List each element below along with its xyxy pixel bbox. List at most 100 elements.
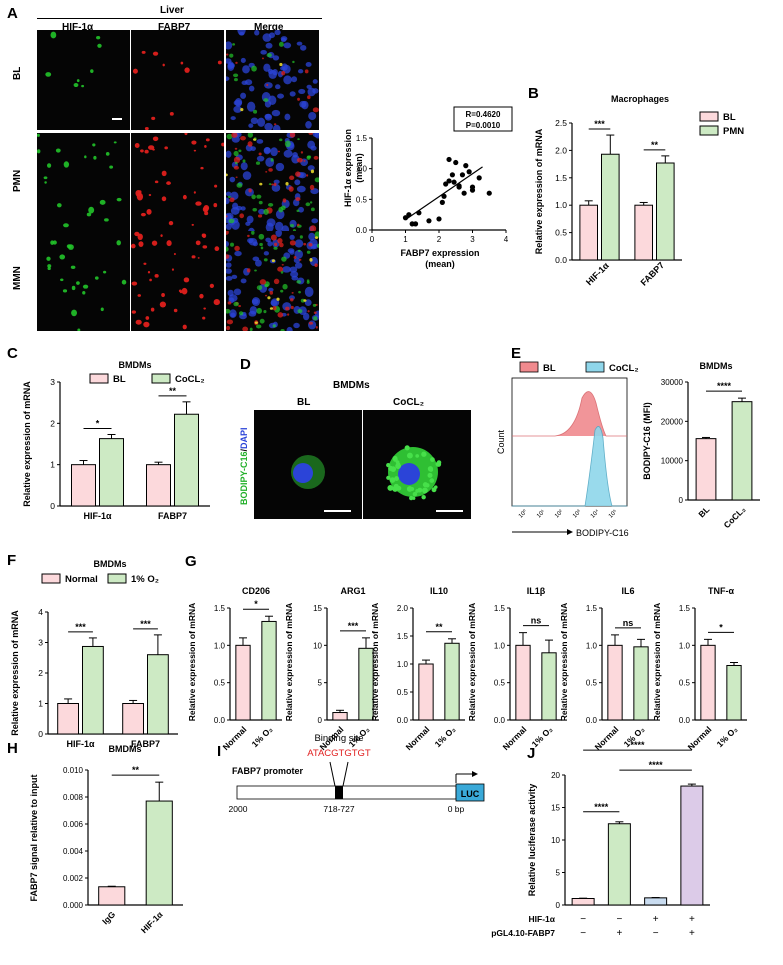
scatter-xlabel-1: FABP7 expression [400,248,479,258]
g5-title: TNF-α [708,586,734,596]
c-bar-BL-0 [71,464,96,507]
f-ytick-label-4: 4 [38,607,43,617]
f-ylabel: Relative expression of mRNA [10,610,20,736]
d-image-cocl2 [363,410,471,519]
scatter-ytick-label-3: 1.5 [356,134,368,143]
g3-bar-0 [515,644,531,721]
micrograph-pmn-merge [226,133,319,233]
b-bar-PMN-0 [601,153,620,261]
b-legend-swatch-1 [699,125,719,136]
panel-letter-f: F [7,552,17,569]
scatter-point [456,183,462,189]
flow-xlabel: BODIPY-C16 [576,528,629,538]
flow-legend-label-0: BL [543,363,556,374]
d-image-bl [254,410,362,519]
scatter-point [446,156,452,163]
f-ytick-label-0: 0 [38,729,43,739]
j-bar-2 [644,897,668,906]
scatter-point [451,179,457,185]
callout-left [329,761,336,787]
tissue-underline [37,18,322,19]
h-ytick-label-4: 0.008 [63,793,84,802]
g3-ytick-label-2: 1.0 [494,641,506,650]
h-ytick-label-0: 0.000 [63,901,84,910]
f-xlabel-0: HIF-1α [66,739,95,749]
scatter-xtick-label-1: 1 [403,235,408,244]
g0-sig: * [254,599,258,609]
c-bar-BL-1 [146,464,171,507]
f-bar-1O-0 [82,645,104,735]
g2-ytick-label-0: 0.0 [397,716,409,725]
e-ytick-label-0: 0 [679,496,684,505]
j-sig-2: **** [630,740,645,750]
c-legend-swatch-0 [89,373,109,384]
scatter-xtick-label-4: 4 [504,235,509,244]
g5-bar-1 [726,664,742,721]
scatter-point [441,193,447,199]
g4-ytick-label-1: 0.5 [586,679,598,688]
micrograph-pmn-hif [37,133,130,233]
j-ytick-label-0: 0 [556,901,561,910]
scatter-point [463,163,469,169]
g2-sig: ** [435,622,443,632]
g4-bar-0 [607,644,623,721]
e-sig: **** [717,381,732,391]
g1-ytick-label-0: 0 [318,716,323,725]
scatter-point [466,169,472,175]
h-ytick-label-2: 0.004 [63,847,84,856]
h-ytick-label-5: 0.010 [63,766,84,775]
micrograph-bl-hif [37,30,130,130]
scatter-point [426,218,432,224]
e-ytick-label-1: 10000 [661,457,684,466]
g5-ytick-label-1: 0.5 [679,679,691,688]
g5-xlabel-1: 1% O₂ [715,724,740,749]
b-bar-BL-1 [634,204,654,261]
flow-legend-label-1: CoCL₂ [609,363,639,374]
stats-r: R=0.4620 [466,110,501,119]
c-sig-0: * [96,418,100,428]
g4-title: IL6 [621,586,634,596]
g5-ytick-label-0: 0.0 [679,716,691,725]
j-bar-1 [607,823,631,906]
g0-bar-0 [235,644,251,721]
panel-letter-i: I [217,743,222,760]
b-xlabel-1: FABP7 [639,260,667,288]
j-sign-0-1: − [616,914,622,925]
e-ylabel: BODIPY-C16 (MFI) [642,402,652,480]
f-xlabel-1: FABP7 [131,739,160,749]
g5-ytick-label-3: 1.5 [679,604,691,613]
g5-xlabel-0: Normal [686,724,714,752]
scatter-ytick-label-2: 1.0 [356,165,368,174]
g5-sig: * [719,622,723,632]
scatter-point [469,184,476,190]
micrograph-pmn-fabp7 [131,133,224,233]
d-cond-cocl2: CoCL₂ [393,397,425,408]
flow-tick-3: 10³ [572,509,582,519]
g3-bar-1 [541,652,557,721]
g4-ytick-label-2: 1.0 [586,641,598,650]
h-title: BMDMs [109,744,142,754]
g2-ytick-label-2: 1.0 [397,660,409,669]
g2-title: IL10 [430,586,448,596]
b-ytick-label-5: 2.5 [555,118,567,128]
c-xlabel-1: FABP7 [158,511,187,521]
g4-bar-1 [633,646,649,721]
h-ytick-label-3: 0.006 [63,820,84,829]
g3-ytick-label-0: 0.0 [494,716,506,725]
e-title: BMDMs [700,361,733,371]
g3-ylabel: Relative expression of mRNA [467,603,477,722]
g0-bar-1 [261,620,277,721]
g1-title: ARG1 [340,586,365,596]
stats-p: P=0.0010 [466,121,501,130]
b-legend-label-0: BL [723,112,736,123]
luc-box [455,783,485,802]
scatter-point [412,221,419,227]
j-sign-1-0: − [580,928,586,939]
e-bar-1 [731,401,753,501]
g0-xlabel-1: 1% O₂ [250,724,275,749]
c-ytick-label-2: 2 [50,418,55,428]
e-ytick-label-2: 20000 [661,417,684,426]
binding-site-box [335,786,343,799]
c-bar-CoCL-1 [174,413,199,507]
h-xlabel-0: IgG [100,909,117,926]
